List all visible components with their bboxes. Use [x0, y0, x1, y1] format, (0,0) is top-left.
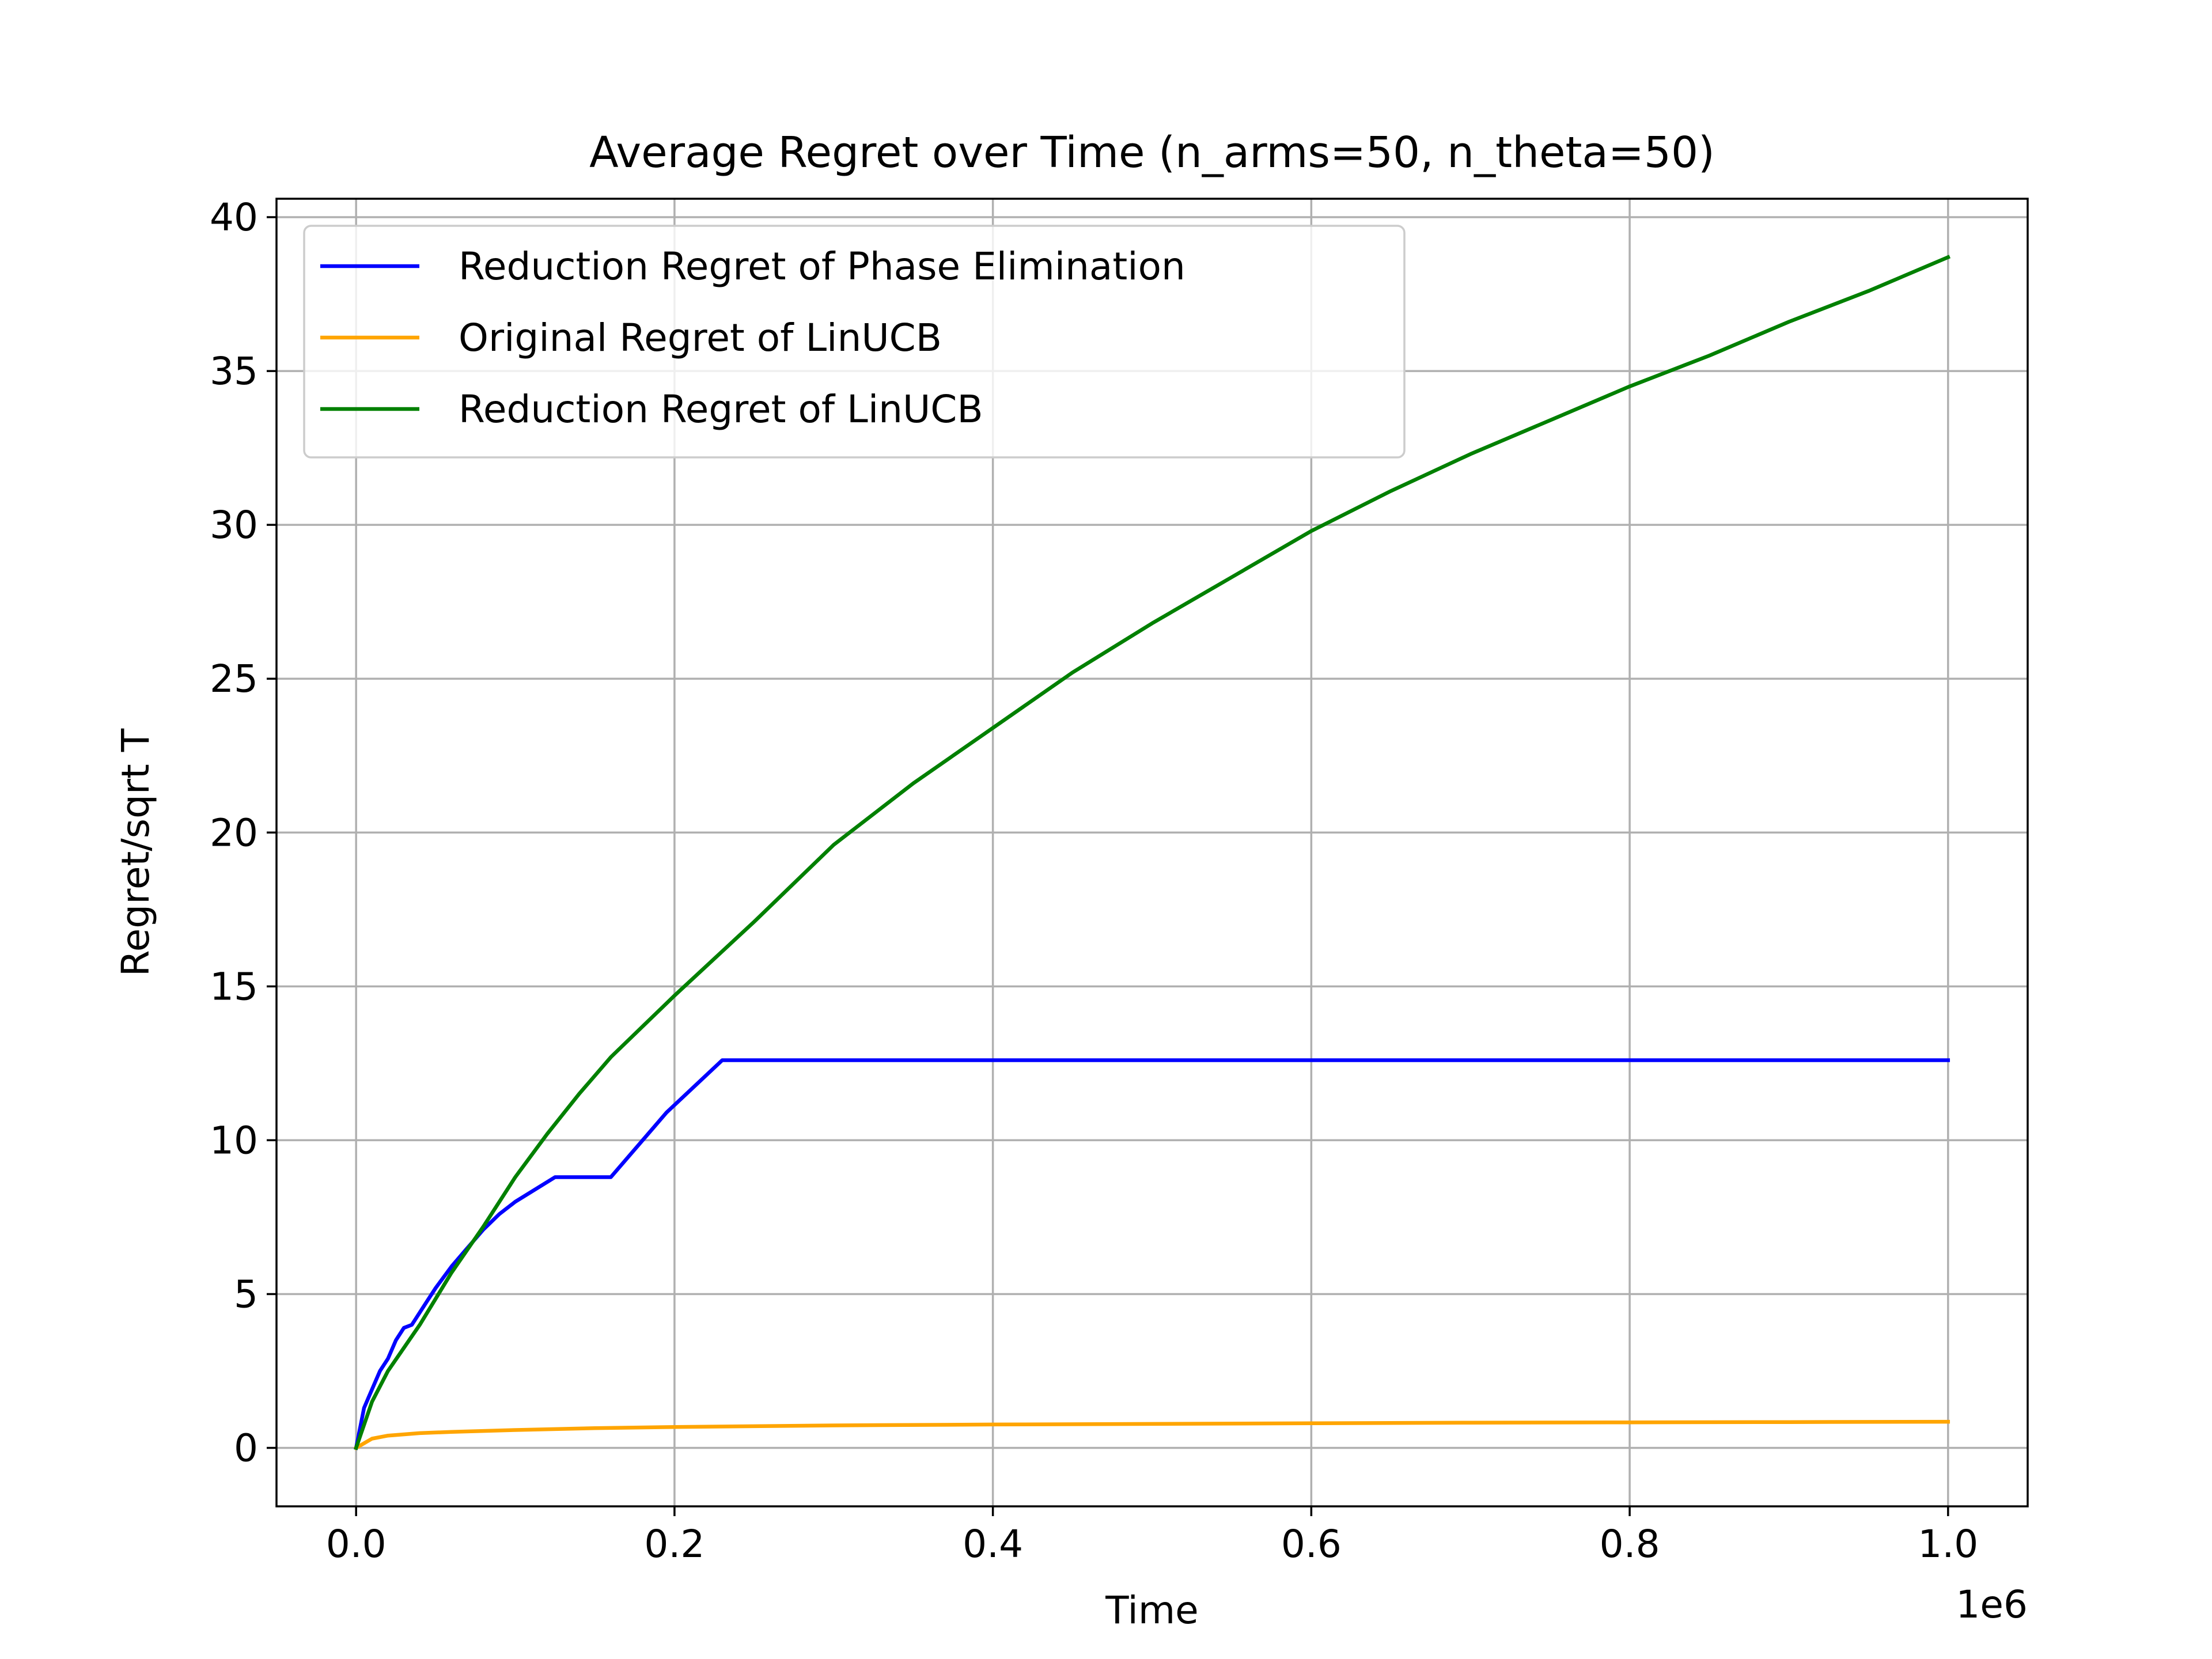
x-tick-label: 1.0 — [1918, 1522, 1978, 1566]
plot-area-frame — [275, 198, 2029, 1508]
y-axis: 0 5 10 15 20 25 30 35 40 — [210, 195, 276, 1471]
y-tick-label: 20 — [210, 810, 258, 855]
y-tick-label: 5 — [234, 1272, 258, 1316]
x-axis: 0.0 0.2 0.4 0.6 0.8 1.0 — [326, 1506, 1978, 1566]
legend: Reduction Regret of Phase Elimination Ori… — [303, 225, 1406, 459]
chart-title: Average Regret over Time (n_arms=50, n_t… — [589, 128, 1715, 177]
x-tick-label: 0.6 — [1281, 1522, 1342, 1566]
y-tick-label: 25 — [210, 657, 258, 701]
x-tick-label: 0.2 — [644, 1522, 704, 1566]
y-tick-label: 40 — [210, 195, 258, 240]
x-tick-label: 0.8 — [1600, 1522, 1660, 1566]
series-line-2 — [353, 1419, 1950, 1450]
x-tick-label: 0.0 — [326, 1522, 387, 1566]
series-line-3 — [354, 255, 1951, 1450]
legend-label-1: Reduction Regret of Phase Elimination — [459, 244, 1185, 289]
legend-box — [303, 225, 1406, 459]
y-tick-label: 30 — [210, 503, 258, 547]
series-line-1 — [354, 1058, 1950, 1450]
legend-label-2: Original Regret of LinUCB — [459, 316, 942, 360]
y-tick-label: 0 — [234, 1426, 258, 1471]
y-tick-label: 35 — [210, 349, 258, 393]
legend-label-3: Reduction Regret of LinUCB — [459, 387, 983, 431]
x-tick-label: 0.4 — [963, 1522, 1023, 1566]
y-axis-label: Regret/sqrt T — [113, 728, 158, 976]
plot-series — [353, 255, 1951, 1450]
y-tick-label: 15 — [210, 964, 258, 1009]
x-axis-offset-label: 1e6 — [1956, 1582, 2028, 1627]
y-tick-label: 10 — [210, 1118, 258, 1162]
x-axis-label: Time — [1105, 1588, 1199, 1633]
